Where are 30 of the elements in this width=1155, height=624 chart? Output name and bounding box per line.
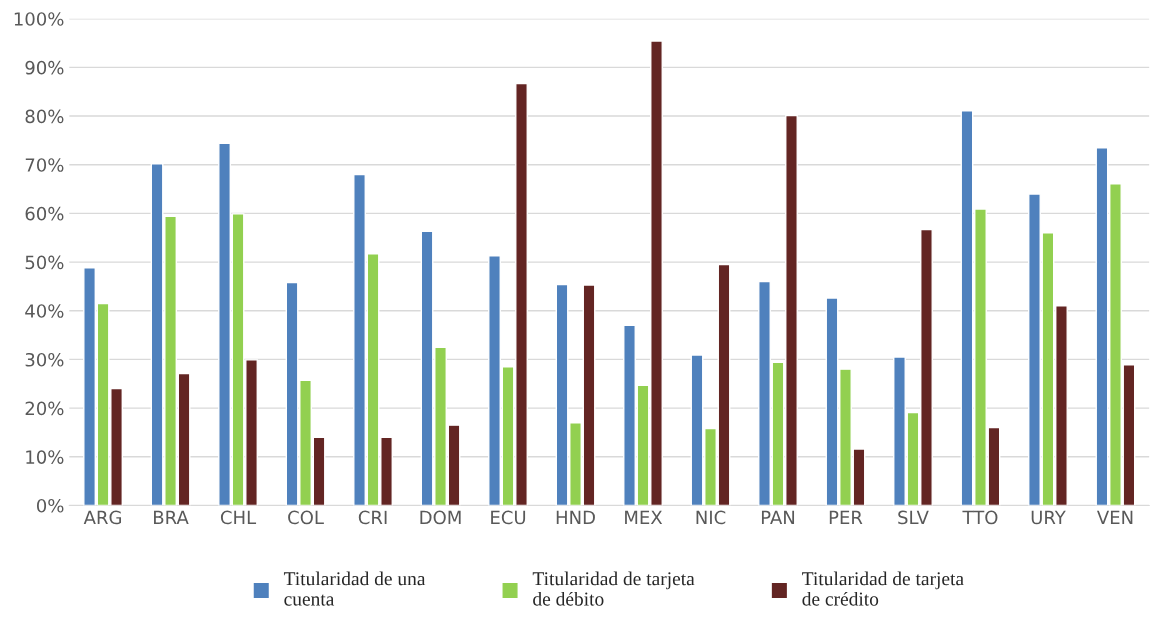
legend-label: Titularidad de tarjeta de crédito <box>802 571 964 606</box>
y-tick-label: 20% <box>25 401 64 416</box>
x-tick-label: PER <box>829 510 863 525</box>
y-tick-label: 50% <box>25 255 64 270</box>
legend-label: Titularidad de tarjeta de débito <box>532 571 695 606</box>
y-tick-label: 80% <box>25 109 64 124</box>
y-tick-label: 30% <box>25 352 64 367</box>
x-tick-label: PAN <box>761 510 795 525</box>
x-tick-label: HND <box>556 510 595 525</box>
y-tick-label: 0% <box>36 498 64 513</box>
x-tick-label: CRI <box>358 510 387 525</box>
x-tick-label: VEN <box>1096 510 1133 525</box>
x-tick-label: CHL <box>220 510 257 525</box>
x-tick-label: SLV <box>898 510 929 525</box>
x-tick-label: ARG <box>83 510 122 525</box>
x-tick-label: DOM <box>420 510 461 525</box>
y-tick-label: 10% <box>26 450 64 464</box>
y-tick-label: 100% <box>14 12 64 26</box>
y-tick-label: 90% <box>25 60 64 75</box>
x-tick-label: ECU <box>491 510 526 525</box>
y-tick-label: 60% <box>25 206 64 221</box>
y-tick-label: 70% <box>25 158 64 172</box>
x-tick-label: BRA <box>154 510 189 525</box>
x-tick-label: NIC <box>696 510 726 525</box>
x-tick-label: COL <box>288 510 324 525</box>
x-tick-label: MEX <box>625 510 663 525</box>
x-tick-label: TTO <box>962 510 998 525</box>
y-tick-label: 40% <box>25 304 64 318</box>
legend-label: Titularidad de una cuenta <box>283 571 426 606</box>
x-tick-label: URY <box>1031 510 1066 525</box>
